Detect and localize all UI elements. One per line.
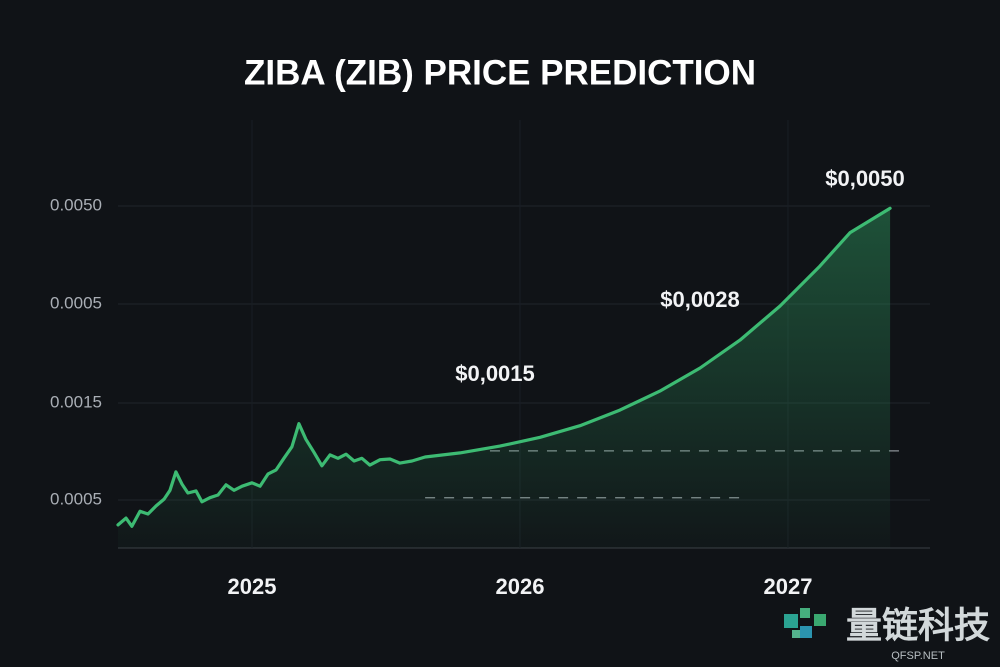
logo-block	[800, 626, 812, 638]
x-tick-label: 2026	[496, 574, 545, 599]
logo-block	[814, 614, 826, 626]
annotation: $0,0050	[825, 166, 905, 191]
watermark-site: QFSP.NET	[891, 650, 945, 662]
chart-title: ZIBA (ZIB) PRICE PREDICTION	[244, 53, 756, 92]
y-tick-label: 0.0005	[50, 489, 102, 508]
line	[116, 206, 892, 528]
x-tick-label: 2027	[763, 574, 812, 599]
area	[118, 208, 891, 549]
watermark: 量链科技 QFSP.NET	[784, 605, 990, 662]
x-tick-label: 2025	[228, 574, 277, 599]
watermark-name: 量链科技	[846, 605, 990, 646]
y-tick-label: 0.0005	[50, 293, 102, 312]
annotation: $0,0015	[455, 361, 535, 386]
y-tick-label: 0.0015	[50, 392, 102, 411]
logo-block	[784, 614, 798, 628]
y-tick-label: 0.0050	[50, 195, 102, 214]
logo-block	[800, 608, 810, 618]
logo-block	[792, 630, 800, 638]
annotation: $0,0028	[660, 287, 740, 312]
